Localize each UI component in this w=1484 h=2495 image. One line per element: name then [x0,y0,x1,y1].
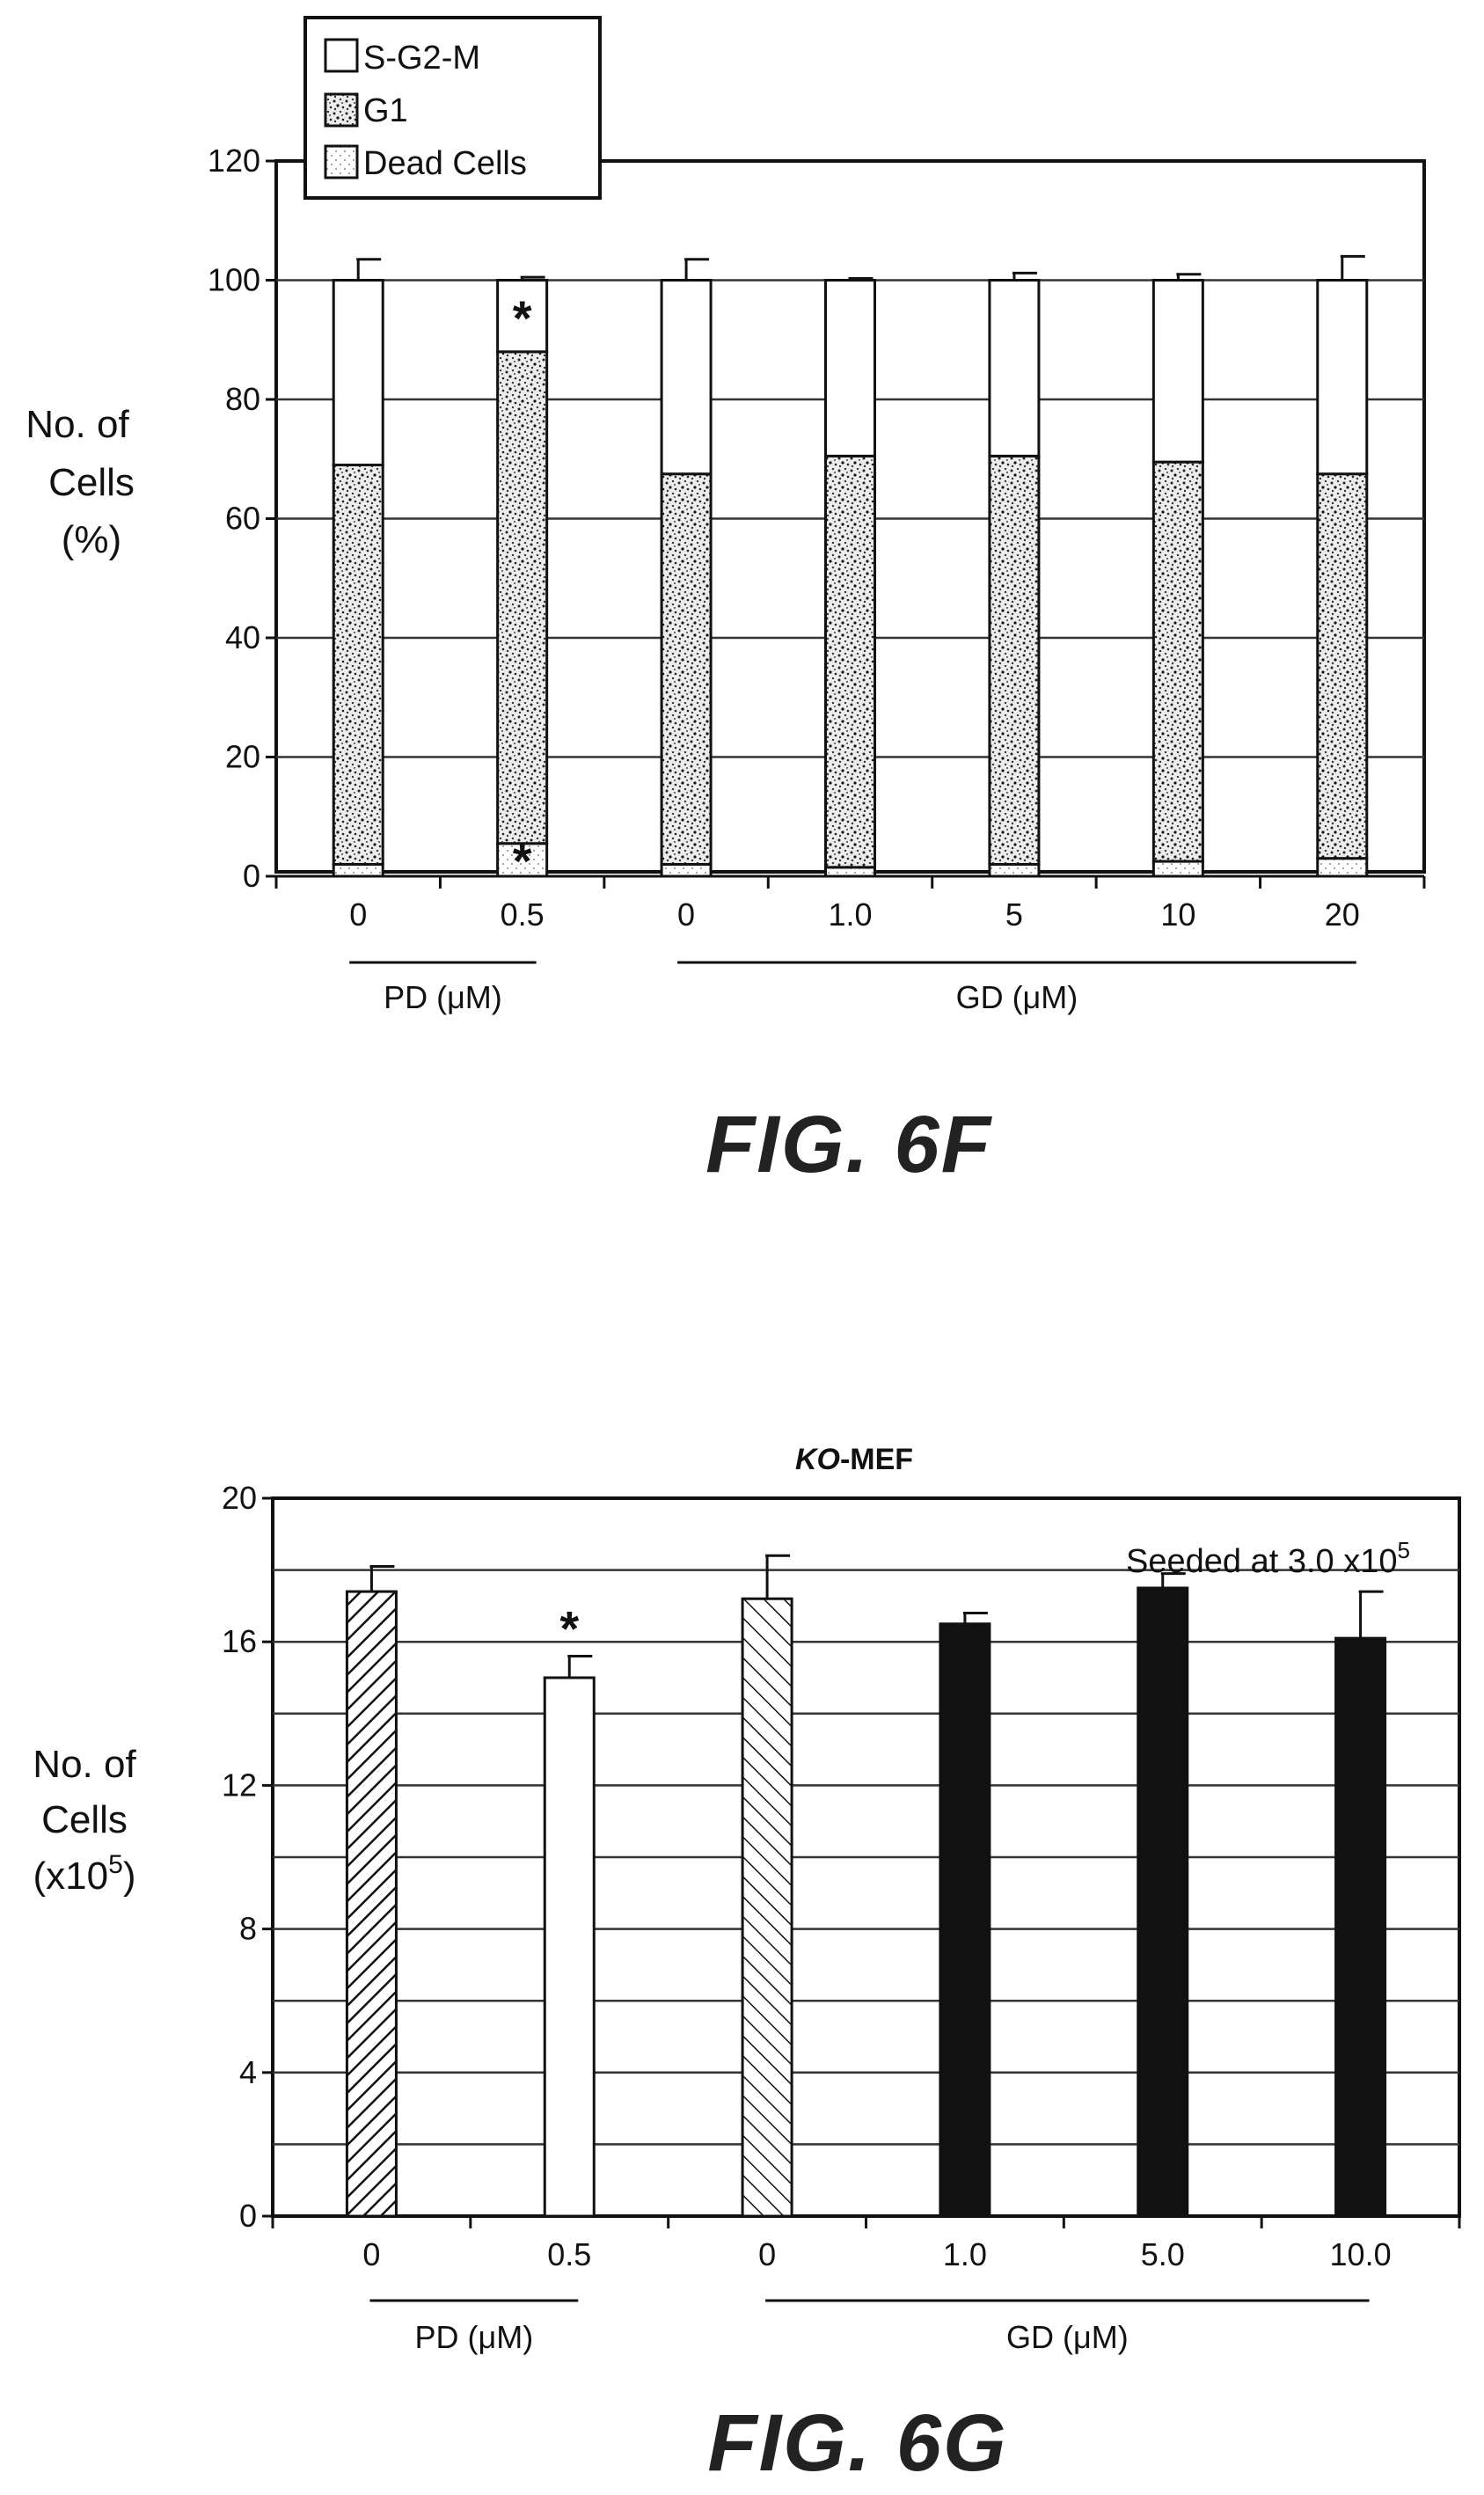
bar-4 [1137,1586,1189,2218]
bar-segment-g1 [1151,460,1204,863]
y-tick-label: 0 [243,858,260,894]
significance-asterisk: * [513,290,532,346]
reference-line-label-text: Seeded at 3.0 x10 [1126,1543,1397,1580]
bars-6g: * [345,1554,1387,2218]
bar-segment-s-g2-m [1316,279,1369,476]
reference-line-label-6g: Seeded at 3.0 x105 [1126,1537,1410,1580]
bar-5 [1334,1636,1387,2218]
y-tick-label: 80 [225,381,260,417]
chart-title-italic: KO [795,1443,840,1476]
x-tick-label: 20 [1325,896,1360,933]
y-axis-label-line: Cells [48,461,135,504]
legend-swatch-dead-cells [324,144,359,179]
y-tick-label: 120 [208,143,260,179]
bars-6f: ** [332,254,1369,889]
x-tick-label: 0 [758,2236,776,2272]
y-tick-label: 20 [222,1480,257,1516]
legend-swatch-g1 [324,92,359,128]
bar-1 [543,1676,596,2218]
bar-segment-s-g2-m [988,279,1041,457]
x-tick-label: 0.5 [547,2236,591,2272]
legend-label: S-G2-M [363,40,480,77]
legend-label: Dead Cells [363,145,527,182]
y-tick-label: 16 [222,1623,257,1659]
group-label: GD (μM) [1006,2319,1129,2355]
bar-segment-dead-cells [660,862,713,878]
bar-segment-dead-cells [496,842,549,878]
y-tick-label: 40 [225,619,260,655]
bar-0 [345,1590,398,2218]
y-axis-label-line: (x105) [33,1850,136,1898]
figure-caption-6g: FIG. 6G [707,2398,1007,2488]
x-tick-label: 10 [1160,896,1195,933]
legend-6f: S-G2-M G1 Dead Cells [303,16,602,200]
y-axis-label-6g: No. of Cells (x105) [33,1743,136,1898]
bar-segment-g1 [824,454,876,869]
legend-label: G1 [363,92,408,129]
y-axis-label-line: (%) [62,518,121,561]
x-ticks-6f: 0 0.5 0 1.0 5 10 20 [274,874,1426,933]
bar-segment-s-g2-m [1151,279,1204,464]
y-axis-label-base: (x10 [33,1855,109,1898]
bar-segment-s-g2-m [660,279,713,476]
bar-segment-g1 [660,472,713,866]
x-tick-label: 0 [362,2236,380,2272]
significance-asterisk: * [559,1601,579,1657]
bar-segment-dead-cells [332,862,384,878]
y-axis-label-line: No. of [26,403,129,446]
x-tick-label: 5.0 [1141,2236,1185,2272]
x-tick-label: 0 [349,896,367,933]
x-ticks-6g: 0 0.5 0 1.0 5.0 10.0 [271,2216,1461,2272]
bar-3 [939,1622,991,2218]
x-tick-label: 5 [1005,896,1023,933]
bar-segment-g1 [496,350,549,845]
y-axis-label-6f: No. of Cells (%) [26,403,135,561]
chart-6g: KO-MEF * 0 4 8 12 16 20 0 0.5 0 1.0 5.0 10.0 PD (μ… [33,1443,1461,2488]
y-tick-label: 100 [208,262,260,298]
bar-segment-g1 [332,464,384,866]
significance-asterisk: * [513,833,532,889]
gridlines-6g [273,1569,1459,2146]
y-tick-label: 4 [239,2054,257,2090]
bar-segment-s-g2-m [332,279,384,467]
bar-segment-dead-cells [824,866,876,878]
bar-segment-g1 [988,454,1041,866]
y-ticks-6g: 0 4 8 12 16 20 [222,1480,273,2234]
chart-title-6g: KO-MEF [795,1443,913,1476]
y-ticks-6f: 0 20 40 60 80 100 120 [208,143,276,894]
groups-6f: PD (μM) GD (μM) [349,961,1356,1015]
groups-6g: PD (μM) GD (μM) [369,2299,1370,2355]
bar-segment-dead-cells [1316,857,1369,878]
y-tick-label: 0 [239,2198,257,2234]
y-tick-label: 12 [222,1767,257,1803]
bar-segment-s-g2-m [496,279,549,354]
bar-2 [741,1597,793,2218]
y-axis-label-sup: 5 [108,1850,123,1879]
chart-title-rest: -MEF [840,1443,913,1476]
reference-line-label-sup: 5 [1398,1537,1410,1563]
figure-caption-6f: FIG. 6F [705,1100,993,1189]
x-tick-label: 0 [677,896,695,933]
x-tick-label: 0.5 [501,896,545,933]
legend-swatch-s-g2-m [324,38,359,73]
y-tick-label: 20 [225,739,260,775]
x-tick-label: 1.0 [943,2236,987,2272]
bar-segment-dead-cells [1151,860,1204,878]
y-tick-label: 8 [239,1911,257,1947]
bar-segment-g1 [1316,472,1369,860]
y-tick-label: 60 [225,501,260,537]
bar-segment-s-g2-m [824,279,876,457]
bar-segment-dead-cells [988,862,1041,878]
y-axis-label-close: ) [123,1855,136,1898]
x-tick-label: 1.0 [828,896,872,933]
group-label: GD (μM) [956,979,1078,1015]
y-axis-label-line: No. of [33,1743,136,1786]
group-label: PD (μM) [414,2319,533,2355]
group-label: PD (μM) [384,979,502,1015]
y-axis-label-line: Cells [41,1798,128,1841]
x-tick-label: 10.0 [1330,2236,1392,2272]
